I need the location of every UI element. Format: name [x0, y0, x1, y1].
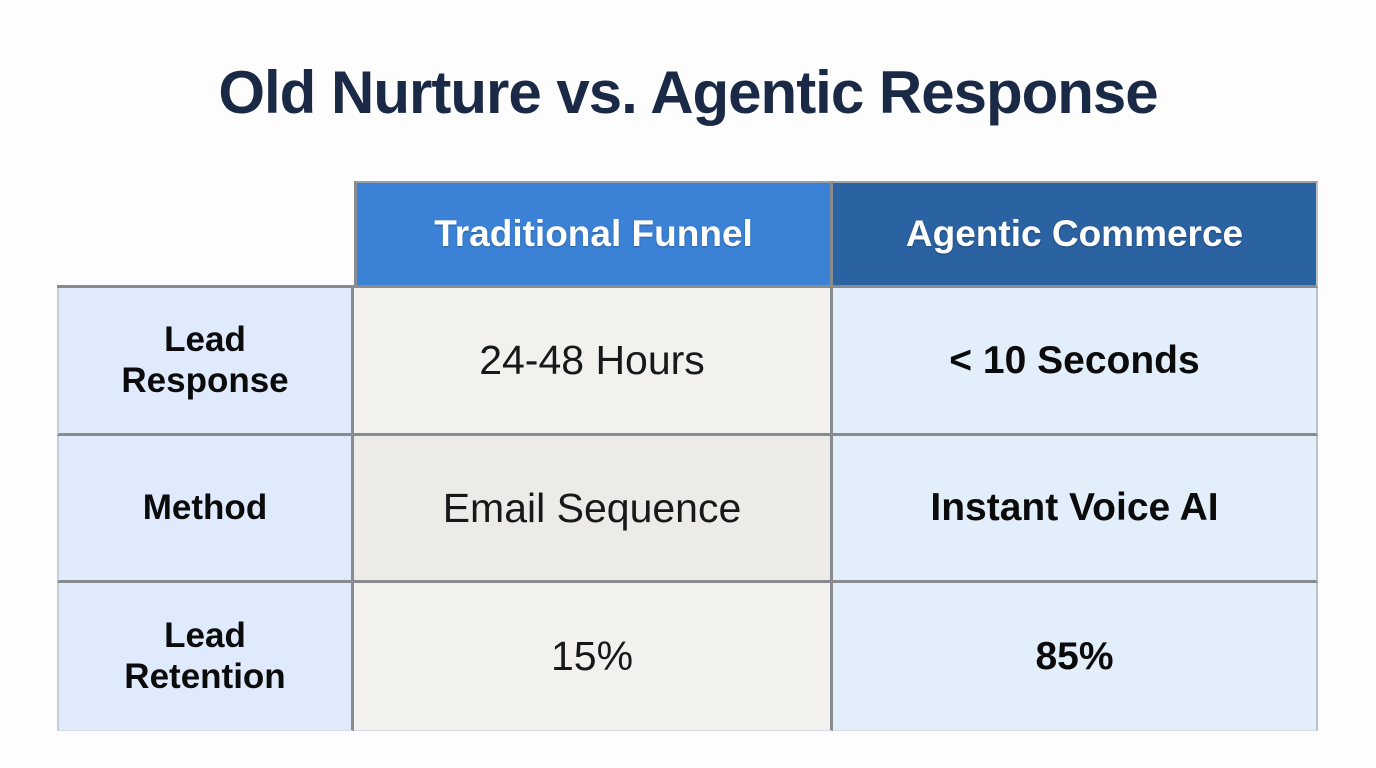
- column-header-agentic-commerce: Agentic Commerce: [833, 181, 1318, 288]
- cell-agentic-lead-response: < 10 Seconds: [833, 288, 1318, 436]
- row-label-text: Lead Retention: [124, 616, 286, 696]
- row-label-method: Method: [57, 436, 354, 583]
- cell-traditional-method: Email Sequence: [354, 436, 833, 583]
- cell-traditional-lead-response: 24-48 Hours: [354, 288, 833, 436]
- row-label-text: Method: [142, 487, 268, 527]
- row-label-text: Lead Response: [121, 320, 289, 400]
- cell-agentic-lead-retention: 85%: [833, 583, 1318, 731]
- column-header-traditional-funnel: Traditional Funnel: [354, 181, 833, 288]
- cell-traditional-lead-retention: 15%: [354, 583, 833, 731]
- table-corner-spacer: [57, 181, 354, 288]
- comparison-table: Traditional Funnel Agentic Commerce Lead…: [57, 181, 1318, 731]
- cell-agentic-method: Instant Voice AI: [833, 436, 1318, 583]
- row-label-lead-retention: Lead Retention: [57, 583, 354, 731]
- row-label-lead-response: Lead Response: [57, 288, 354, 436]
- page-title: Old Nurture vs. Agentic Response: [218, 59, 1158, 126]
